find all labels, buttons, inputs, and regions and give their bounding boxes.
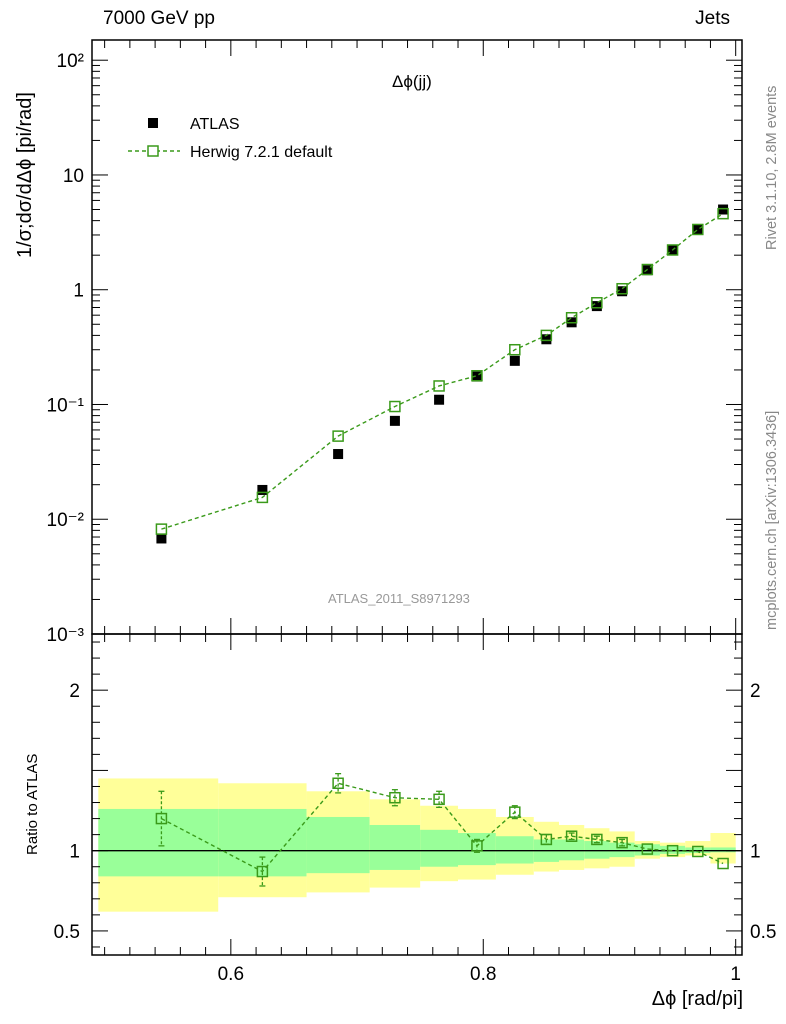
legend-herwig-marker bbox=[147, 145, 159, 157]
herwig-ratio-point bbox=[155, 812, 168, 825]
atlas-data-point bbox=[333, 449, 344, 460]
ratio-y-tick-label: 0.5 bbox=[54, 922, 80, 943]
ratio-y-tick-label-right: 2 bbox=[750, 681, 761, 702]
atlas-data-point bbox=[434, 394, 445, 405]
main-y-axis-label: 1/σ;dσ/dΔϕ [pi/rad] bbox=[14, 92, 36, 258]
ratio-y-tick-label: 2 bbox=[69, 681, 80, 702]
herwig-ratio-point bbox=[509, 806, 521, 818]
ratio-y-tick-label: 1 bbox=[69, 842, 80, 863]
main-y-tick-label: 10 bbox=[63, 166, 84, 187]
herwig-ratio-point bbox=[389, 791, 401, 804]
herwig-ratio-point bbox=[641, 843, 654, 855]
herwig-ratio-point bbox=[692, 845, 704, 858]
main-y-tick-label: 10² bbox=[57, 51, 84, 72]
ratio-y-tick-label-right: 0.5 bbox=[750, 922, 776, 943]
herwig-ratio-point bbox=[616, 836, 628, 849]
herwig-ratio-point bbox=[256, 865, 269, 878]
x-tick-label: 0.6 bbox=[218, 964, 244, 985]
herwig-data-point bbox=[389, 400, 401, 413]
x-tick-label: 1 bbox=[730, 964, 741, 985]
herwig-data-point bbox=[591, 297, 603, 309]
herwig-ratio-point bbox=[332, 777, 344, 790]
green-band-bin bbox=[609, 842, 635, 858]
green-band-bin bbox=[659, 845, 686, 854]
atlas-data-point bbox=[541, 334, 552, 345]
main-y-tick-label: 10⁻¹ bbox=[47, 395, 85, 416]
atlas-data-point bbox=[156, 533, 167, 544]
green-band-bin bbox=[420, 829, 459, 867]
herwig-data-point bbox=[471, 369, 483, 382]
herwig-ratio-point bbox=[433, 793, 445, 806]
analysis-watermark: ATLAS_2011_S8971293 bbox=[328, 591, 470, 606]
x-tick-label: 0.8 bbox=[470, 964, 496, 985]
green-band-bin bbox=[495, 836, 534, 864]
atlas-data-point bbox=[389, 415, 400, 426]
main-y-tick-label: 10⁻³ bbox=[47, 625, 85, 646]
ratio-uncertainty-bands bbox=[98, 778, 736, 912]
main-y-tick-label: 10⁻² bbox=[47, 510, 85, 531]
legend: ATLAS Herwig 7.2.1 default bbox=[128, 116, 333, 161]
green-band-bin bbox=[306, 816, 370, 874]
herwig-data-point bbox=[256, 491, 269, 504]
herwig-data-point bbox=[509, 343, 521, 356]
atlas-data-point bbox=[591, 301, 602, 312]
herwig-data-point bbox=[332, 430, 344, 442]
legend-atlas-label: ATLAS bbox=[190, 116, 240, 133]
atlas-data-point bbox=[509, 355, 520, 366]
herwig-series-line bbox=[161, 213, 724, 530]
header-right-label: Jets bbox=[695, 8, 730, 29]
atlas-data-point bbox=[471, 371, 482, 382]
main-series-layer bbox=[155, 204, 729, 544]
main-y-tick-label: 1 bbox=[73, 281, 84, 302]
herwig-data-point bbox=[641, 263, 654, 276]
herwig-data-point bbox=[433, 380, 445, 392]
ratio-series-layer bbox=[155, 772, 729, 887]
ratio-panel-frame bbox=[91, 633, 743, 956]
green-band-bin bbox=[710, 847, 736, 853]
axes-layer: 10⁻³ 10⁻² 10⁻¹ 1 10 10² 0.5 0.5 1 1 2 2 0.6 0.8 1 bbox=[47, 39, 776, 985]
green-band-bin bbox=[369, 824, 421, 870]
green-band-bin bbox=[558, 839, 585, 861]
ratio-y-axis-label: Ratio to ATLAS bbox=[24, 753, 41, 855]
rivet-version-label: Rivet 3.1.10, 2.8M events bbox=[764, 85, 780, 250]
legend-atlas-marker bbox=[148, 118, 158, 128]
green-band-bin bbox=[98, 808, 219, 877]
herwig-data-point bbox=[540, 329, 553, 342]
green-band-bin bbox=[634, 844, 660, 856]
atlas-data-point bbox=[718, 204, 729, 215]
header-left-label: 7000 GeV pp bbox=[103, 8, 215, 29]
herwig-data-point bbox=[616, 282, 628, 295]
herwig-ratio-point bbox=[666, 844, 679, 857]
herwig-data-point bbox=[666, 244, 679, 256]
green-band-bin bbox=[218, 808, 307, 877]
atlas-data-point bbox=[692, 224, 703, 235]
herwig-data-point bbox=[565, 311, 578, 324]
herwig-ratio-point bbox=[540, 833, 553, 846]
atlas-data-point bbox=[257, 484, 268, 495]
x-axis-label: Δϕ [rad/pi] bbox=[651, 988, 743, 1010]
ratio-y-tick-label-right: 1 bbox=[750, 842, 761, 863]
herwig-data-point bbox=[692, 223, 704, 236]
green-band-bin bbox=[584, 841, 610, 859]
green-band-bin bbox=[458, 833, 496, 866]
herwig-data-point bbox=[155, 523, 168, 535]
herwig-ratio-point bbox=[471, 840, 483, 852]
herwig-ratio-point bbox=[591, 833, 603, 846]
herwig-data-point bbox=[717, 207, 729, 220]
mcplots-label: mcplots.cern.ch [arXiv:1306.3436] bbox=[764, 410, 780, 630]
herwig-ratio-point bbox=[717, 857, 729, 870]
plot-title: Δϕ(jj) bbox=[392, 72, 432, 91]
herwig-ratio-point bbox=[565, 830, 578, 842]
herwig-ratio-line bbox=[161, 782, 724, 873]
legend-herwig-label: Herwig 7.2.1 default bbox=[190, 144, 333, 161]
atlas-data-point bbox=[617, 286, 628, 297]
